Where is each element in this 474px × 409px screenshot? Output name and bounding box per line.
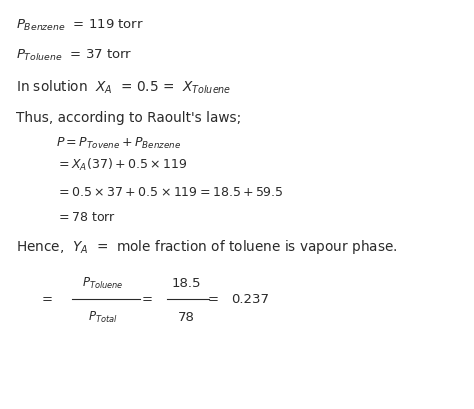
Text: $P_{Total}$: $P_{Total}$	[88, 310, 118, 325]
Text: $= 78$ torr: $= 78$ torr	[56, 211, 116, 224]
Text: 78: 78	[178, 311, 195, 324]
Text: Thus, according to Raoult's laws;: Thus, according to Raoult's laws;	[16, 111, 241, 125]
Text: $P_{Benzene}$  = 119 torr: $P_{Benzene}$ = 119 torr	[16, 18, 144, 33]
Text: Hence,  $Y_A$  =  mole fraction of toluene is vapour phase.: Hence, $Y_A$ = mole fraction of toluene …	[16, 238, 397, 256]
Text: $P = P_{Tovene} + P_{Benzene}$: $P = P_{Tovene} + P_{Benzene}$	[56, 136, 181, 151]
Text: $= 0.5 \times 37 + 0.5 \times 119 = 18.5 + 59.5$: $= 0.5 \times 37 + 0.5 \times 119 = 18.5…	[56, 186, 283, 199]
Text: =: =	[141, 293, 152, 306]
Text: $= X_A(37) + 0.5 \times 119$: $= X_A(37) + 0.5 \times 119$	[56, 157, 187, 173]
Text: 18.5: 18.5	[172, 276, 201, 290]
Text: $P_{Toluene}$: $P_{Toluene}$	[82, 276, 123, 291]
Text: $P_{Toluene}$  = 37 torr: $P_{Toluene}$ = 37 torr	[16, 48, 133, 63]
Text: In solution  $X_A$  = 0.5 =  $X_{Toluene}$: In solution $X_A$ = 0.5 = $X_{Toluene}$	[16, 79, 231, 96]
Text: 0.237: 0.237	[231, 293, 269, 306]
Text: =: =	[208, 293, 219, 306]
Text: =: =	[42, 293, 53, 306]
